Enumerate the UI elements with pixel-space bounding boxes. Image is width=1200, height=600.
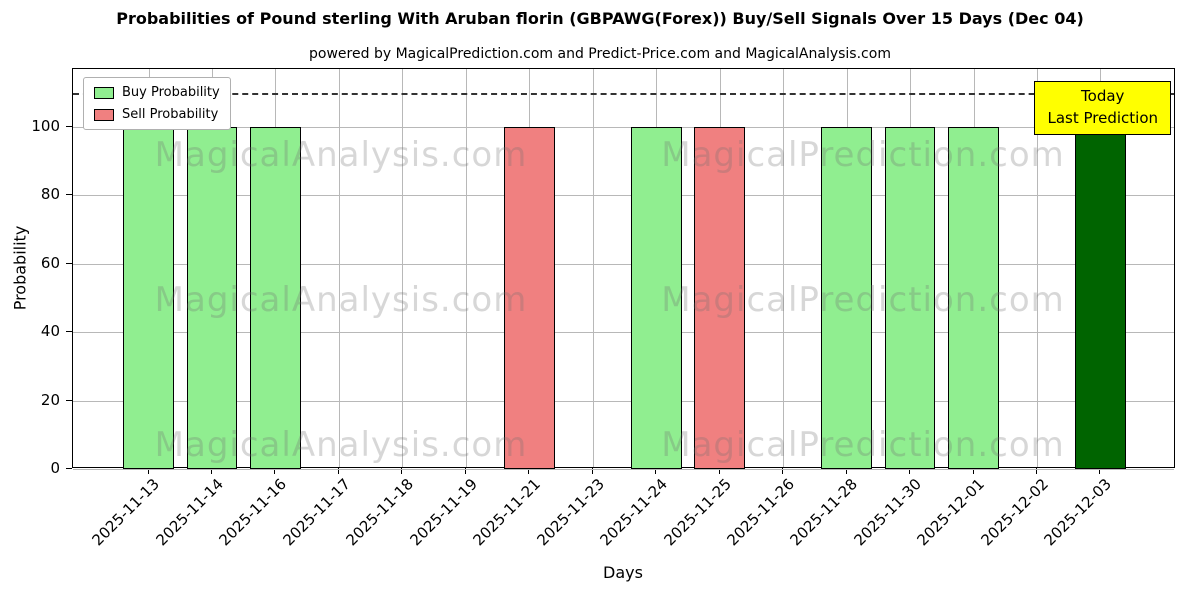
gridline-horizontal xyxy=(73,127,1174,129)
x-tick-label: 2025-11-17 xyxy=(279,475,354,550)
bar-today-2025-12-03 xyxy=(1075,127,1126,469)
bar-buy-2025-11-13 xyxy=(123,127,174,469)
gridline-horizontal xyxy=(73,195,1174,197)
today-annotation-line1: Today xyxy=(1081,87,1125,105)
legend: Buy Probability Sell Probability xyxy=(83,77,231,130)
y-tick-mark xyxy=(66,331,72,333)
x-tick-mark xyxy=(591,468,593,474)
legend-label: Sell Probability xyxy=(122,107,219,122)
x-tick-label: 2025-11-25 xyxy=(660,475,735,550)
x-tick-mark xyxy=(147,468,149,474)
sell-swatch xyxy=(94,108,114,121)
x-axis-label: Days xyxy=(603,563,643,582)
x-tick-label: 2025-12-01 xyxy=(913,475,989,550)
bar-buy-2025-11-28 xyxy=(821,127,872,469)
buy-swatch xyxy=(94,86,114,99)
threshold-dashed-line xyxy=(73,92,1174,95)
today-annotation-line2: Last Prediction xyxy=(1047,108,1158,127)
bar-sell-2025-11-25 xyxy=(694,127,746,469)
today-annotation: Today Last Prediction xyxy=(1034,81,1171,135)
x-tick-mark xyxy=(337,468,339,474)
x-tick-mark xyxy=(718,468,720,474)
legend-item-sell: Sell Probability xyxy=(94,107,220,122)
gridline-vertical xyxy=(338,69,340,467)
bar-buy-2025-11-16 xyxy=(250,127,301,469)
legend-label: Buy Probability xyxy=(122,85,220,100)
x-tick-label: 2025-12-03 xyxy=(1040,475,1116,550)
gridline-vertical xyxy=(1037,69,1038,467)
watermark-text: MagicalAnalysis.com xyxy=(154,280,528,320)
x-tick-label: 2025-11-23 xyxy=(533,475,608,550)
y-tick-label: 0 xyxy=(50,459,60,477)
x-tick-mark xyxy=(909,468,911,474)
bar-sell-2025-11-21 xyxy=(503,127,555,469)
watermark-text: MagicalPrediction.com xyxy=(661,425,1065,465)
gridline-vertical xyxy=(402,69,404,467)
y-tick-mark xyxy=(66,126,72,128)
x-tick-mark xyxy=(274,468,276,474)
bar-buy-2025-11-30 xyxy=(884,127,936,469)
y-tick-label: 40 xyxy=(40,322,60,341)
y-tick-mark xyxy=(66,262,72,264)
y-tick-label: 20 xyxy=(40,390,60,409)
watermark-text: MagicalAnalysis.com xyxy=(154,425,528,465)
x-tick-mark xyxy=(464,468,466,474)
chart-subtitle: powered by MagicalPrediction.com and Pre… xyxy=(309,46,891,62)
x-tick-mark xyxy=(1036,468,1037,474)
x-tick-mark xyxy=(845,468,847,474)
x-tick-label: 2025-12-02 xyxy=(977,475,1052,550)
x-tick-label: 2025-11-28 xyxy=(786,475,862,550)
gridline-vertical xyxy=(592,69,594,467)
y-tick-label: 60 xyxy=(40,253,60,272)
gridline-horizontal xyxy=(73,263,1174,265)
y-tick-mark xyxy=(66,194,72,196)
x-tick-mark xyxy=(210,468,212,474)
watermark-text: MagicalPrediction.com xyxy=(661,280,1065,320)
legend-item-buy: Buy Probability xyxy=(94,85,220,100)
x-tick-mark xyxy=(528,468,530,474)
x-tick-mark xyxy=(1099,468,1101,474)
x-tick-label: 2025-11-21 xyxy=(469,475,545,550)
bar-buy-2025-12-01 xyxy=(948,127,999,469)
gridline-horizontal xyxy=(73,332,1174,334)
x-tick-label: 2025-11-26 xyxy=(723,475,798,550)
x-tick-label: 2025-11-18 xyxy=(342,475,418,550)
gridline-horizontal xyxy=(73,469,1174,470)
x-tick-label: 2025-11-14 xyxy=(152,475,227,550)
y-tick-mark xyxy=(66,399,72,401)
watermark-text: MagicalAnalysis.com xyxy=(154,135,528,175)
chart-title: Probabilities of Pound sterling With Aru… xyxy=(116,9,1084,28)
x-tick-label: 2025-11-13 xyxy=(88,475,164,550)
x-tick-label: 2025-11-24 xyxy=(596,475,671,550)
x-tick-label: 2025-11-19 xyxy=(406,475,481,550)
y-tick-label: 80 xyxy=(40,185,60,204)
x-tick-mark xyxy=(782,468,784,474)
bar-buy-2025-11-24 xyxy=(630,127,682,469)
x-tick-mark xyxy=(972,468,974,474)
x-tick-label: 2025-11-30 xyxy=(850,475,925,550)
gridline-vertical xyxy=(465,69,467,467)
x-tick-mark xyxy=(655,468,657,474)
y-tick-mark xyxy=(66,468,72,469)
watermark-text: MagicalPrediction.com xyxy=(661,135,1065,175)
y-tick-label: 100 xyxy=(31,117,60,136)
gridline-vertical xyxy=(783,69,785,467)
x-tick-label: 2025-11-16 xyxy=(215,475,291,550)
x-tick-mark xyxy=(401,468,403,474)
plot-area: Buy Probability Sell Probability Today La… xyxy=(72,68,1175,470)
gridline-horizontal xyxy=(73,400,1174,402)
